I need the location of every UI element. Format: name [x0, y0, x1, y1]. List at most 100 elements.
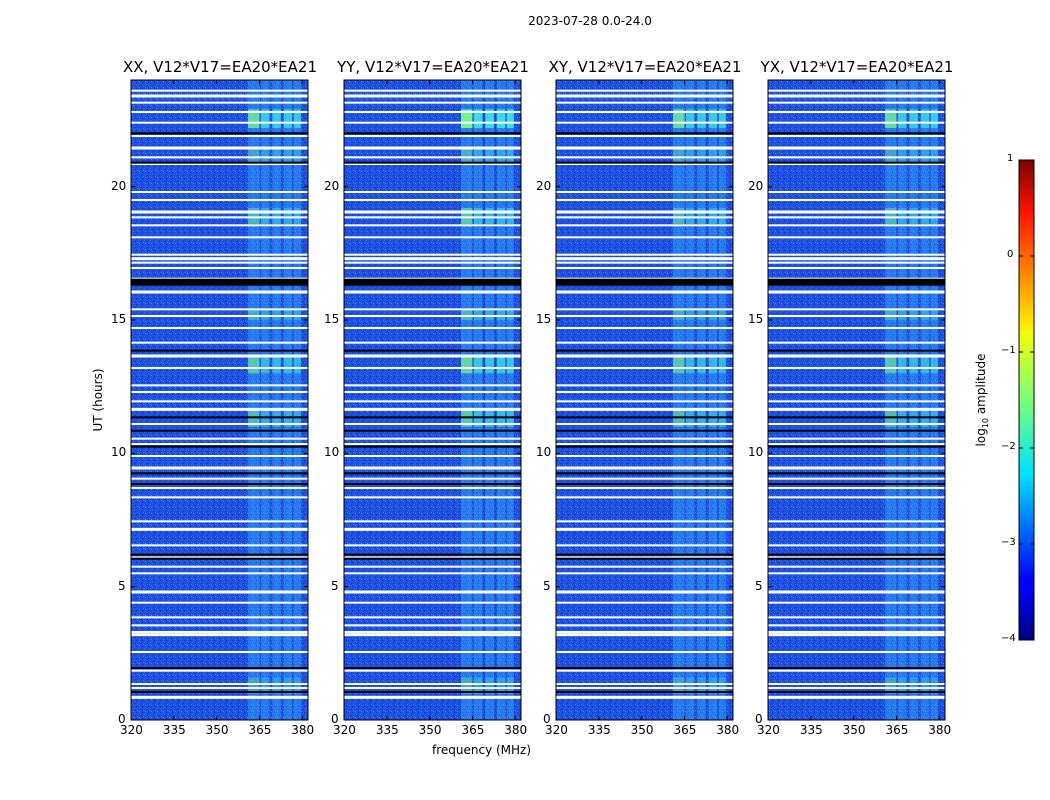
flagged-row: [768, 572, 945, 575]
empty-row: [556, 472, 733, 475]
flagged-row: [344, 391, 521, 393]
rfi-patch: [897, 677, 907, 694]
flagged-row: [556, 391, 733, 393]
rfi-band: [248, 80, 260, 720]
flagged-row: [556, 210, 733, 214]
empty-band: [131, 278, 308, 286]
flagged-row: [768, 101, 945, 104]
flagged-row: [768, 437, 945, 440]
flagged-row: [131, 391, 308, 393]
rfi-patch: [248, 208, 260, 224]
rfi-patch: [473, 309, 483, 320]
flagged-row: [344, 135, 521, 137]
rfi-band: [930, 80, 938, 720]
rfi-patch: [506, 309, 514, 320]
rfi-patch: [708, 109, 718, 128]
flagged-row: [768, 601, 945, 604]
x-tick-label: 350: [842, 723, 866, 737]
y-tick-label: 15: [111, 312, 127, 326]
rfi-band: [283, 80, 293, 720]
flagged-row: [768, 111, 945, 113]
flagged-row: [344, 94, 521, 98]
flagged-row: [131, 210, 308, 214]
flagged-row: [131, 146, 308, 150]
y-tick-label: 20: [111, 178, 127, 193]
rfi-patch: [248, 410, 260, 427]
rfi-patch: [473, 208, 483, 224]
rfi-patch: [283, 410, 293, 427]
flagged-row: [556, 423, 733, 425]
flagged-row: [344, 565, 521, 568]
flagged-row: [768, 121, 945, 124]
empty-row: [344, 667, 521, 669]
flagged-row: [344, 616, 521, 619]
flagged-row: [556, 94, 733, 98]
colorbar-tick-label: −1: [1001, 345, 1016, 356]
rfi-patch: [283, 109, 293, 128]
rfi-patch: [930, 109, 938, 128]
flagged-row: [344, 89, 521, 92]
flagged-row: [556, 556, 733, 559]
empty-row: [556, 349, 733, 352]
flagged-row: [768, 236, 945, 239]
rfi-patch: [897, 410, 907, 427]
empty-row: [556, 416, 733, 419]
flagged-row: [131, 477, 308, 480]
flagged-row: [556, 407, 733, 411]
empty-row: [131, 472, 308, 475]
flagged-row: [768, 191, 945, 193]
flagged-row: [768, 199, 945, 201]
flagged-row: [768, 616, 945, 619]
flagged-row: [768, 253, 945, 256]
flagged-row: [131, 520, 308, 523]
flagged-row: [768, 651, 945, 653]
y-tick-label: 15: [536, 312, 552, 326]
flagged-row: [768, 391, 945, 393]
flagged-row: [131, 687, 308, 689]
flagged-row: [556, 308, 733, 311]
rfi-patch: [708, 357, 718, 374]
rfi-patch: [248, 309, 260, 320]
flagged-row: [556, 135, 733, 137]
rfi-patch: [293, 109, 301, 128]
flagged-row: [131, 423, 308, 425]
rfi-patch: [697, 208, 706, 224]
flagged-row: [768, 257, 945, 261]
rfi-patch: [897, 208, 907, 224]
flagged-row: [768, 367, 945, 369]
rfi-patch: [673, 109, 685, 128]
colorbar-label-suffix: amplitude: [973, 353, 988, 418]
colorbar-label-sub: 10: [981, 417, 991, 429]
rfi-patch: [293, 410, 301, 427]
rfi-patch: [293, 208, 301, 224]
flagged-row: [131, 367, 308, 369]
flagged-row: [131, 261, 308, 264]
flagged-row: [131, 633, 308, 637]
rfi-patch: [920, 309, 930, 320]
flagged-row: [131, 384, 308, 387]
rfi-patch: [461, 109, 473, 128]
flagged-row: [344, 341, 521, 344]
rfi-patch: [708, 410, 718, 427]
flagged-row: [131, 341, 308, 344]
flagged-row: [344, 556, 521, 559]
empty-row: [556, 691, 733, 693]
flagged-row: [344, 601, 521, 604]
y-tick-label: 5: [331, 578, 339, 593]
empty-row: [344, 553, 521, 556]
rfi-patch: [461, 677, 473, 694]
heatmap-background: [556, 80, 733, 720]
rfi-patch: [485, 309, 494, 320]
x-tick-label: 320: [545, 723, 568, 737]
rfi-patch: [909, 309, 918, 320]
flagged-row: [131, 224, 308, 227]
flagged-row: [131, 315, 308, 317]
rfi-band: [718, 80, 726, 720]
rfi-patch: [897, 309, 907, 320]
rfi-patch: [272, 410, 281, 427]
panel-frame: [767, 79, 946, 721]
empty-row: [768, 429, 945, 432]
flagged-row: [768, 633, 945, 637]
y-tick-label: 0: [331, 712, 339, 726]
rfi-patch: [897, 357, 907, 374]
